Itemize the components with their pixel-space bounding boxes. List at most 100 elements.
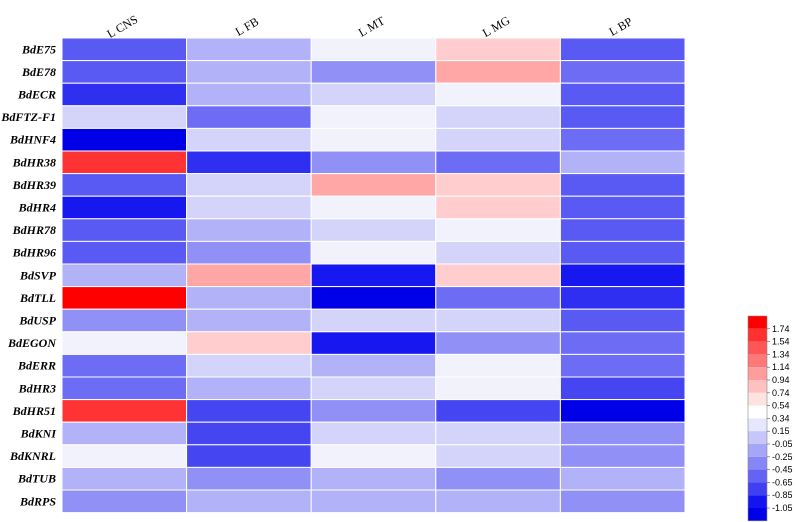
- cell-bdhr96-l-bp: [559, 240, 686, 265]
- cell-bdhr78-l-cns: [61, 218, 188, 242]
- cell-bdhr96-l-cns: [61, 240, 188, 265]
- cell-bdegon-l-mg: [435, 331, 561, 355]
- legend-swatch: [748, 367, 767, 380]
- legend-tick-label: 0.94: [772, 375, 790, 385]
- cell-bdtll-l-mt: [310, 286, 437, 310]
- cell-bdhr51-l-bp: [559, 399, 686, 423]
- cell-bdhr38-l-bp: [559, 150, 686, 175]
- cell-bdhr3-l-fb: [186, 376, 312, 401]
- cell-bdhr4-l-mg: [435, 195, 561, 220]
- cell-bdusp-l-mg: [435, 308, 561, 333]
- legend-tick-label: -0.85: [772, 490, 793, 500]
- cell-bdknrl-l-bp: [559, 444, 686, 468]
- cell-bdhr96-l-mg: [435, 240, 561, 265]
- row-label-bdhnf4: BdHNF4: [9, 133, 56, 147]
- cell-bdecr-l-mg: [435, 82, 561, 107]
- cell-bdtll-l-mg: [435, 286, 561, 310]
- cell-bdusp-l-mt: [310, 308, 437, 333]
- cell-bdknrl-l-cns: [61, 444, 188, 468]
- cell-bde75-l-fb: [186, 37, 312, 62]
- legend-swatch: [748, 444, 767, 457]
- cell-bdknrl-l-mg: [435, 444, 561, 468]
- cell-bdknrl-l-fb: [186, 444, 312, 468]
- cell-bdhr3-l-mg: [435, 376, 561, 401]
- cell-bdhr4-l-mt: [310, 195, 437, 220]
- cell-bdkni-l-mg: [435, 421, 561, 446]
- cell-bdhr78-l-fb: [186, 218, 312, 242]
- cell-bdhnf4-l-fb: [186, 127, 312, 152]
- cell-bdftz-f1-l-fb: [186, 105, 312, 129]
- cell-bdknrl-l-mt: [310, 444, 437, 468]
- legend-swatch: [748, 316, 767, 329]
- legend-tick-label: 1.54: [772, 337, 790, 347]
- cell-bdkni-l-mt: [310, 421, 437, 446]
- legend-swatch: [748, 482, 767, 496]
- cell-bdhnf4-l-mt: [310, 127, 437, 152]
- cell-bdsvp-l-mt: [310, 263, 437, 288]
- cell-bdhr51-l-mt: [310, 399, 437, 423]
- cell-bdhr4-l-bp: [559, 195, 686, 220]
- row-label-bdhr4: BdHR4: [18, 201, 56, 215]
- cell-bdecr-l-cns: [61, 82, 188, 107]
- legend-swatch: [748, 508, 767, 521]
- cell-bdtub-l-mt: [310, 466, 437, 491]
- cell-bdecr-l-bp: [559, 82, 686, 107]
- legend-tick-label: -0.45: [772, 465, 793, 475]
- row-label-bde75: BdE75: [21, 42, 56, 56]
- cell-bdhr3-l-bp: [559, 376, 686, 401]
- legend-tick-label: 1.14: [772, 362, 790, 372]
- row-label-bdhr96: BdHR96: [12, 246, 56, 260]
- cell-bdkni-l-fb: [186, 421, 312, 446]
- cell-bderr-l-cns: [61, 353, 188, 378]
- row-label-bdftz-f1: BdFTZ-F1: [0, 110, 56, 124]
- cell-bderr-l-mt: [310, 353, 437, 378]
- row-label-bdhr39: BdHR39: [12, 178, 56, 192]
- cell-bdtub-l-mg: [435, 466, 561, 491]
- cell-bdhr51-l-fb: [186, 399, 312, 423]
- cell-bderr-l-fb: [186, 353, 312, 378]
- cell-bdhr3-l-mt: [310, 376, 437, 401]
- legend-swatch: [748, 328, 767, 342]
- cell-bde78-l-fb: [186, 60, 312, 84]
- legend-swatch: [748, 405, 767, 419]
- column-labels: L CNS L FB L MT L MG L BP: [104, 12, 635, 41]
- legend-tick-label: 0.54: [772, 401, 790, 411]
- cell-bdegon-l-bp: [559, 331, 686, 355]
- cell-bdhnf4-l-mg: [435, 127, 561, 152]
- row-label-bdusp: BdUSP: [18, 314, 56, 328]
- cell-bdftz-f1-l-bp: [559, 105, 686, 129]
- cell-bderr-l-mg: [435, 353, 561, 378]
- cell-bdecr-l-fb: [186, 82, 312, 107]
- cell-bdhr39-l-mt: [310, 173, 437, 197]
- cell-bdecr-l-mt: [310, 82, 437, 107]
- legend-swatch: [748, 431, 767, 444]
- cell-bdftz-f1-l-mg: [435, 105, 561, 129]
- row-label-bdtub: BdTUB: [17, 472, 56, 486]
- cell-bde75-l-mg: [435, 37, 561, 62]
- cell-bdtll-l-bp: [559, 286, 686, 310]
- cell-bdrps-l-fb: [186, 489, 312, 514]
- cell-bdhr39-l-mg: [435, 173, 561, 197]
- cell-bdhr38-l-cns: [61, 150, 188, 175]
- legend-tick-label: -1.05: [772, 503, 793, 513]
- cell-bdftz-f1-l-cns: [61, 105, 188, 129]
- cell-bdhr96-l-fb: [186, 240, 312, 265]
- cell-bdhr78-l-mt: [310, 218, 437, 242]
- legend-swatch: [748, 456, 767, 470]
- row-label-bdecr: BdECR: [17, 88, 56, 102]
- legend-tick-label: 1.74: [772, 324, 790, 334]
- legend-swatch: [748, 469, 767, 483]
- cell-bdegon-l-fb: [186, 331, 312, 355]
- cell-bdhr39-l-cns: [61, 173, 188, 197]
- cell-bdsvp-l-cns: [61, 263, 188, 288]
- cell-bdrps-l-mt: [310, 489, 437, 514]
- cell-bdhr78-l-mg: [435, 218, 561, 242]
- legend-swatch: [748, 354, 767, 368]
- cell-bdhr51-l-mg: [435, 399, 561, 423]
- legend-swatch: [748, 495, 767, 508]
- cell-bdhr38-l-mg: [435, 150, 561, 175]
- row-label-bde78: BdE78: [21, 65, 56, 79]
- cell-bdhr96-l-mt: [310, 240, 437, 265]
- row-label-bdsvp: BdSVP: [19, 268, 57, 282]
